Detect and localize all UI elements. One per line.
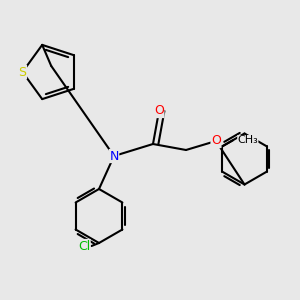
- Text: S: S: [19, 65, 26, 79]
- Text: O: O: [211, 134, 221, 148]
- Text: N: N: [109, 149, 119, 163]
- Text: Cl: Cl: [78, 239, 90, 253]
- Text: O: O: [154, 104, 164, 118]
- Text: CH₃: CH₃: [237, 135, 258, 145]
